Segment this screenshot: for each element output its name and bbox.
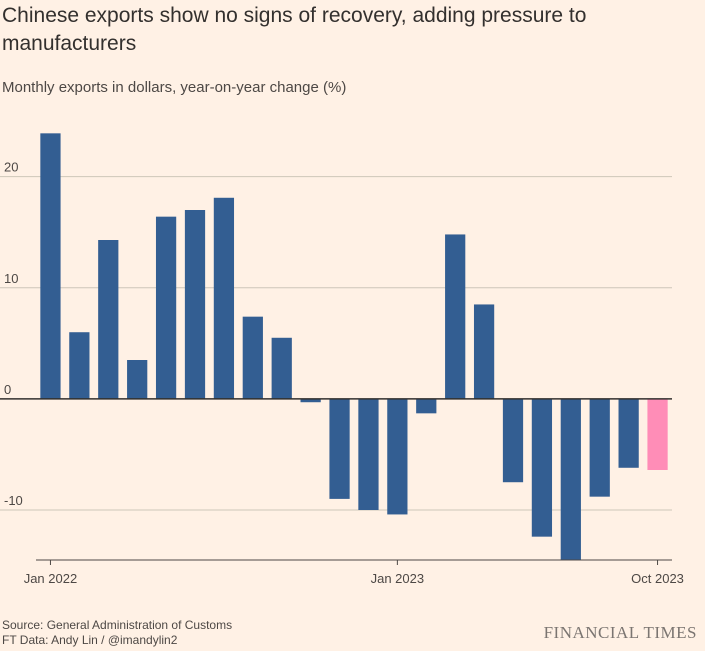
bar-aug-2022 xyxy=(242,316,263,399)
bar-feb-2023 xyxy=(416,398,437,414)
bar-jul-2023 xyxy=(560,398,581,560)
x-tick-label: Jan 2022 xyxy=(24,571,78,586)
bar-mar-2022 xyxy=(98,240,119,399)
bar-chart: -10 0 10 20 Jan 2022 Jan 2023 Oct 2023 xyxy=(0,133,684,586)
bar-jan-2023 xyxy=(387,398,408,515)
bar-feb-2022 xyxy=(69,332,90,399)
bar-dec-2022 xyxy=(358,398,379,510)
bar-jun-2023 xyxy=(531,398,553,537)
bar-may-2023 xyxy=(502,398,524,483)
y-tick-label: -10 xyxy=(4,493,23,508)
bar-mar-2023 xyxy=(445,234,466,399)
chart-subtitle: Monthly exports in dollars, year-on-year… xyxy=(2,79,347,96)
bar-nov-2022 xyxy=(329,398,350,499)
bar-may-2022 xyxy=(155,216,177,399)
y-tick-label: 10 xyxy=(4,271,18,286)
ft-logo: FINANCIAL TIMES xyxy=(543,623,697,642)
source-note: Source: General Administration of Custom… xyxy=(2,618,233,632)
bar-sep-2023 xyxy=(618,398,639,468)
bar-jul-2022 xyxy=(213,197,235,399)
bar-jun-2022 xyxy=(184,210,206,399)
x-tick-label: Oct 2023 xyxy=(631,571,684,586)
bar-aug-2023 xyxy=(589,398,610,497)
credit-note: FT Data: Andy Lin / @imandylin2 xyxy=(2,633,178,647)
y-tick-label: 20 xyxy=(4,160,18,175)
x-tick-label: Jan 2023 xyxy=(371,571,425,586)
chart-title: Chinese exports show no signs of recover… xyxy=(2,4,587,55)
bar-jan-2022 xyxy=(40,133,61,399)
bar-apr-2023 xyxy=(473,304,495,399)
chart-footer: Source: General Administration of Custom… xyxy=(2,618,232,648)
bar-oct-2023 xyxy=(647,398,668,470)
bar-apr-2022 xyxy=(127,360,148,399)
bar-oct-2022 xyxy=(300,398,321,403)
y-tick-label: 0 xyxy=(4,382,11,397)
bar-sep-2022 xyxy=(271,337,292,399)
